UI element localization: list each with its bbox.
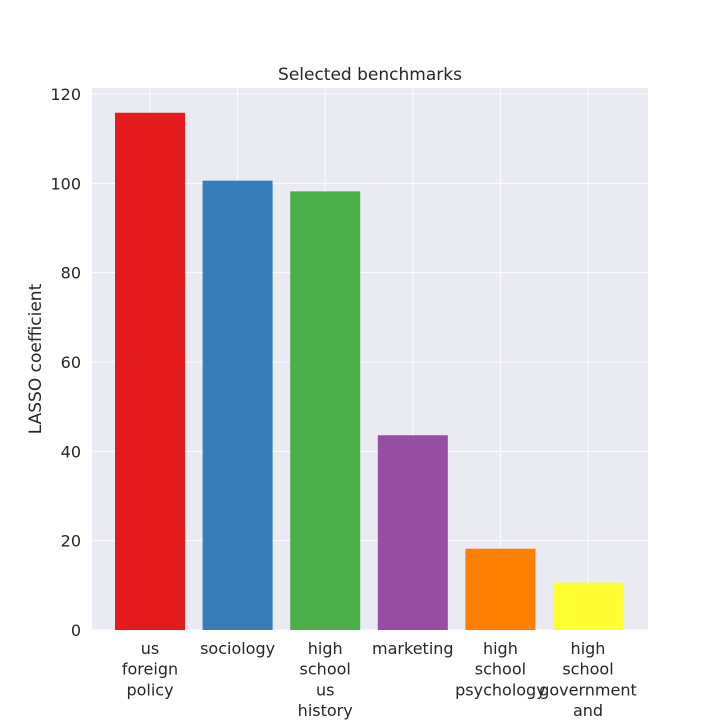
y-tick-labels: 0 20 40 60 80 100 120 [50,85,81,640]
x-tick-label: marketing [372,639,454,658]
bars-group [115,112,623,631]
x-tick-label-line: and [573,701,603,720]
x-tick-label-line: sociology [200,639,275,658]
x-tick-label: us foreign policy [122,639,178,699]
x-tick-label-line: policy [126,680,173,699]
x-tick-label-line: high [308,639,343,658]
y-tick-label: 100 [50,174,81,193]
x-tick-label-line: school [562,660,613,679]
bar-6 [553,582,623,630]
bar-2 [202,180,273,631]
y-tick-label: 60 [61,353,81,372]
bar-3 [290,191,361,630]
y-tick-label: 0 [71,621,81,640]
x-tick-label: high school government and [539,639,637,720]
y-tick-label: 20 [61,532,81,551]
y-tick-label: 80 [61,264,81,283]
bar-1 [115,112,185,630]
x-tick-label-line: psychology [455,680,546,699]
y-tick-label: 40 [61,442,81,461]
x-tick-label-line: us [316,680,334,699]
x-tick-label-line: government [539,680,637,699]
chart-title: Selected benchmarks [278,65,462,85]
x-tick-label-line: high [571,639,606,658]
x-tick-label: high school us history [298,639,353,720]
y-axis-label: LASSO coefficient [26,283,46,434]
x-tick-label-line: school [475,660,526,679]
x-tick-label-line: marketing [372,639,454,658]
x-tick-label-line: history [298,701,353,720]
x-tick-label: high school psychology [455,639,546,699]
x-tick-label-line: school [300,660,351,679]
y-tick-label: 120 [50,85,81,104]
x-tick-label: sociology [200,639,275,658]
x-tick-label-line: us [141,639,159,658]
bar-4 [377,435,448,630]
x-tick-label-line: foreign [122,660,178,679]
x-tick-label-line: high [483,639,518,658]
bar-5 [465,548,536,630]
